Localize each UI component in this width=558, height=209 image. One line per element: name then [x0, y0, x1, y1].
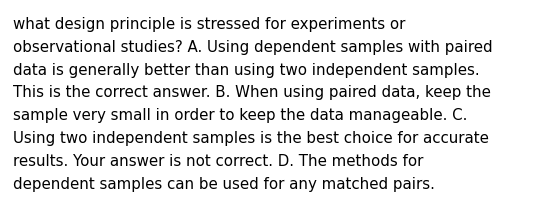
Text: dependent samples can be used for any matched pairs.: dependent samples can be used for any ma…: [13, 177, 435, 192]
Text: what design principle is stressed for experiments or: what design principle is stressed for ex…: [13, 17, 405, 32]
Text: This is the correct answer. B. When using paired data, keep the: This is the correct answer. B. When usin…: [13, 85, 491, 100]
Text: Using two independent samples is the best choice for accurate: Using two independent samples is the bes…: [13, 131, 489, 146]
Text: data is generally better than using two independent samples.: data is generally better than using two …: [13, 63, 480, 78]
Text: sample very small in order to keep the data manageable. C.: sample very small in order to keep the d…: [13, 108, 468, 123]
Text: observational studies? A. Using dependent samples with paired: observational studies? A. Using dependen…: [13, 40, 493, 55]
Text: results. Your answer is not correct. D. The methods for: results. Your answer is not correct. D. …: [13, 154, 424, 169]
